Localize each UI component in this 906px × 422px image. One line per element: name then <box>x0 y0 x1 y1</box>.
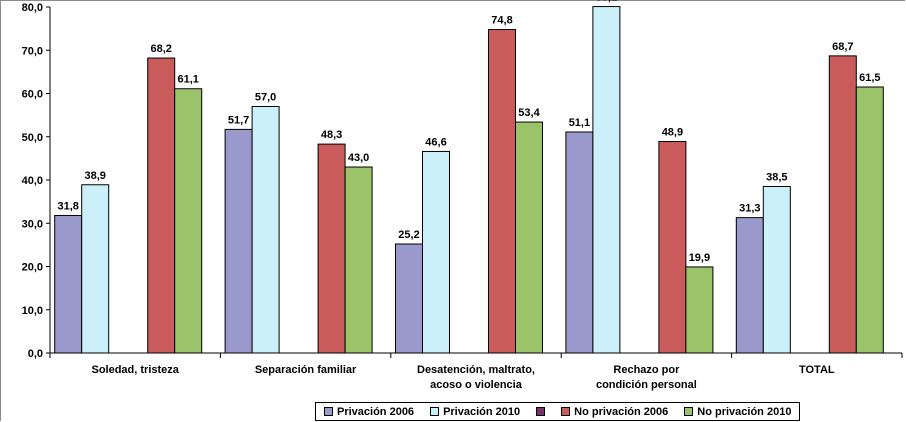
data-label: 25,2 <box>398 229 419 241</box>
bar <box>592 6 621 354</box>
y-tick-label: 80,0 <box>22 2 43 14</box>
data-label: 51,1 <box>569 117 590 129</box>
data-label: 68,7 <box>832 41 853 53</box>
data-label: 48,3 <box>321 129 342 141</box>
bar <box>855 86 884 354</box>
data-label: 61,5 <box>859 72 880 84</box>
bar <box>317 143 346 354</box>
data-label: 31,3 <box>739 203 760 215</box>
legend: Privación 2006 Privación 2010 No privaci… <box>315 402 801 421</box>
y-tick-label: 40,0 <box>22 175 43 187</box>
legend-item-4: No privación 2006 <box>561 406 668 418</box>
bar <box>224 128 253 354</box>
bar <box>515 121 543 354</box>
data-label: 48,9 <box>662 127 683 139</box>
y-tick-label: 10,0 <box>22 305 43 317</box>
legend-label-4: No privación 2006 <box>574 405 669 418</box>
x-tick-label: Separación familiar <box>255 364 357 376</box>
x-tick-label: TOTAL <box>799 364 835 376</box>
legend-label-2: Privación 2010 <box>443 405 521 418</box>
data-label: 31,8 <box>57 200 78 212</box>
y-tick-label: 50,0 <box>22 132 43 144</box>
x-tick-label: Rechazo por <box>613 364 680 376</box>
legend-item-5: No privación 2010 <box>684 406 791 418</box>
y-tick-label: 20,0 <box>22 262 43 274</box>
bar <box>422 150 450 354</box>
bar <box>828 55 857 354</box>
bar <box>251 105 280 354</box>
legend-item-2: Privación 2010 <box>430 406 520 418</box>
bar <box>54 214 83 354</box>
legend-swatch-1 <box>324 407 333 416</box>
bar <box>735 217 764 354</box>
y-tick-label: 30,0 <box>22 218 43 230</box>
data-label: 68,2 <box>150 43 171 55</box>
data-label: 80,1 <box>596 0 617 4</box>
data-label: 74,8 <box>491 14 512 26</box>
legend-swatch-5 <box>684 407 694 416</box>
data-label: 43,0 <box>348 152 369 164</box>
x-tick-label: condición personal <box>596 379 697 391</box>
bar <box>762 185 791 354</box>
bar <box>565 131 594 354</box>
bar <box>658 141 687 354</box>
bar <box>488 28 516 354</box>
y-tick-label: 0,0 <box>28 348 43 360</box>
legend-label-1: Privación 2006 <box>337 405 415 418</box>
bar <box>344 166 373 354</box>
legend-swatch-4 <box>561 407 571 416</box>
data-label: 51,7 <box>228 114 249 126</box>
legend-swatch-2 <box>430 407 440 416</box>
y-tick-label: 70,0 <box>22 45 43 57</box>
data-label: 57,0 <box>255 91 276 103</box>
bar <box>685 266 714 354</box>
bar <box>174 88 203 354</box>
data-label: 38,5 <box>766 171 787 183</box>
bar <box>395 243 423 354</box>
bar <box>81 184 110 354</box>
data-label: 53,4 <box>518 107 540 119</box>
data-label: 61,1 <box>177 74 198 86</box>
legend-item-1: Privación 2006 <box>324 406 414 418</box>
x-tick-label: acoso o violencia <box>430 379 523 391</box>
y-tick-label: 60,0 <box>22 89 43 101</box>
legend-item-3 <box>536 407 546 416</box>
x-tick-label: Desatención, maltrato, <box>417 364 535 376</box>
legend-label-5: No privación 2010 <box>697 405 792 418</box>
data-label: 38,9 <box>84 170 105 182</box>
legend-swatch-3 <box>536 407 546 416</box>
data-label: 46,6 <box>425 136 446 148</box>
x-tick-label: Soledad, tristeza <box>91 364 179 376</box>
bar <box>147 57 176 354</box>
data-label: 19,9 <box>689 252 710 264</box>
